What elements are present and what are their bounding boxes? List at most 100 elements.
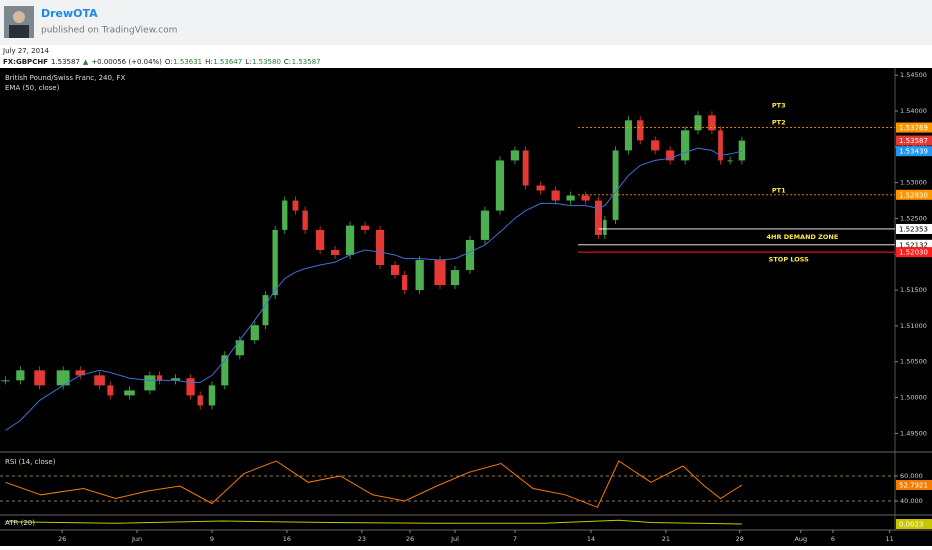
x-tick-label: 11	[886, 535, 894, 543]
price-tag	[896, 239, 932, 250]
x-tick-label: 7	[513, 535, 517, 543]
price-tag-label: 1.53439	[899, 148, 928, 156]
candle	[624, 120, 632, 151]
legend-entry: EMA (50, close)	[5, 84, 60, 92]
y-tick-label: 1.54500	[900, 71, 927, 79]
avatar-body	[9, 25, 29, 38]
candle	[718, 130, 723, 161]
candle	[480, 210, 490, 240]
price-tag	[896, 247, 932, 258]
candle	[208, 385, 216, 406]
price-tag	[896, 189, 932, 200]
candle	[681, 130, 690, 161]
candle	[434, 260, 446, 286]
candle	[465, 239, 475, 271]
x-tick-label: Jun	[131, 535, 142, 543]
y-tick-label: 1.54000	[900, 107, 927, 115]
candle	[94, 375, 105, 386]
avatar-face	[13, 11, 25, 23]
y-tick-label: 1.50500	[900, 358, 927, 366]
candle	[1, 380, 10, 382]
pane-title: British Pound/Swiss Franc, 240, FX	[5, 74, 125, 82]
price-tag	[896, 519, 932, 529]
price-tag-label: 1.53769	[899, 124, 928, 132]
candle	[666, 150, 675, 161]
l-value: 1.53580	[252, 58, 281, 66]
date: July 27, 2014	[2, 47, 50, 55]
chart-background	[0, 68, 932, 546]
c-label: C:	[284, 58, 291, 66]
candle	[522, 150, 529, 186]
candle	[375, 229, 385, 266]
candle	[144, 375, 156, 391]
c-value: 1.53587	[292, 58, 321, 66]
price-tag-label: 1.52132	[899, 241, 928, 249]
x-tick-label: 14	[587, 535, 595, 543]
candle	[581, 195, 590, 201]
l-label: L:	[245, 58, 251, 66]
x-tick-label: Aug	[794, 535, 807, 543]
candle	[551, 190, 560, 201]
candle	[292, 200, 299, 211]
candle	[510, 150, 520, 161]
header-bar	[0, 0, 932, 45]
candle	[594, 200, 602, 235]
price-tag-label: 0.0023	[899, 521, 924, 529]
pane-title: ATR (20)	[5, 519, 35, 527]
candle	[235, 340, 244, 356]
price-tag	[896, 122, 932, 133]
price-tag-label: 1.52353	[899, 225, 928, 233]
x-tick-label: 9	[210, 535, 214, 543]
price-tag	[896, 480, 932, 491]
candle	[612, 150, 619, 220]
author[interactable]: DrewOTA	[41, 7, 98, 20]
annotation: PT2	[772, 118, 786, 126]
candle	[302, 210, 308, 230]
candle	[124, 390, 135, 396]
candle	[75, 370, 86, 376]
candle	[186, 378, 195, 396]
change: +0.00056 (+0.04%)	[91, 58, 162, 66]
y-tick-label: 1.52500	[900, 214, 927, 222]
pane	[1, 111, 746, 431]
series-line	[5, 147, 743, 431]
pane	[5, 519, 742, 525]
arrow: ▲	[83, 58, 89, 66]
last-price: 1.53587	[51, 58, 80, 66]
candle	[221, 355, 229, 386]
x-tick-label: 28	[736, 535, 744, 543]
candle	[603, 219, 607, 235]
candle	[197, 395, 203, 406]
candle	[390, 265, 400, 276]
candle	[415, 260, 424, 291]
series-line	[5, 460, 743, 508]
candle	[636, 120, 644, 141]
candle	[566, 195, 575, 201]
candle	[16, 370, 25, 381]
price-tag	[896, 146, 932, 157]
y-tick-label: 60.000	[900, 472, 923, 480]
candle	[262, 295, 269, 326]
o-value: 1.53631	[173, 58, 202, 66]
annotation: STOP LOSS	[769, 255, 809, 263]
candle	[315, 229, 325, 250]
candle	[727, 160, 733, 162]
y-tick-label: 1.51000	[900, 322, 927, 330]
candle	[107, 385, 114, 396]
candle	[345, 225, 355, 255]
y-tick-label: 40.000	[900, 497, 923, 505]
series-line	[5, 519, 742, 525]
annotation: PT3	[772, 101, 786, 109]
price-tag-label: 1.52030	[899, 249, 928, 257]
h-value: 1.53647	[213, 58, 242, 66]
candle	[738, 140, 746, 161]
pane-title: RSI (14, close)	[5, 458, 56, 466]
candle	[360, 225, 370, 230]
x-tick-label: 26	[58, 535, 66, 543]
y-tick-label: 1.49500	[900, 429, 927, 437]
price-tag	[896, 135, 932, 146]
candle	[272, 229, 278, 296]
y-tick-label: 1.50000	[900, 394, 927, 402]
price-tag-label: 52.7921	[899, 482, 928, 490]
